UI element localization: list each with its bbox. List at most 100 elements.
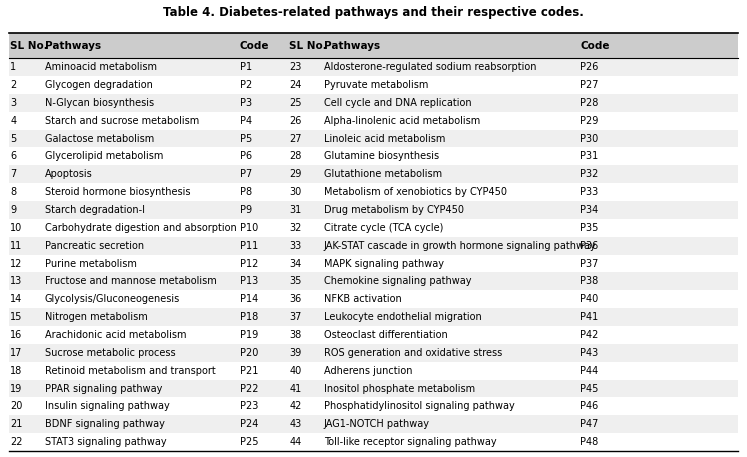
Text: 35: 35 bbox=[289, 276, 302, 287]
Bar bbox=[9, 219, 738, 237]
Text: 22: 22 bbox=[10, 437, 23, 447]
Text: Alpha-linolenic acid metabolism: Alpha-linolenic acid metabolism bbox=[323, 116, 480, 126]
Text: P30: P30 bbox=[580, 133, 598, 143]
Text: Glycolysis/Gluconeogenesis: Glycolysis/Gluconeogenesis bbox=[45, 294, 180, 304]
Text: Purine metabolism: Purine metabolism bbox=[45, 259, 137, 269]
Text: P29: P29 bbox=[580, 116, 599, 126]
Text: P3: P3 bbox=[240, 98, 252, 108]
Text: 8: 8 bbox=[10, 187, 16, 197]
Text: Pathways: Pathways bbox=[323, 41, 379, 51]
Text: Apoptosis: Apoptosis bbox=[45, 169, 93, 179]
Text: Glycogen degradation: Glycogen degradation bbox=[45, 80, 152, 90]
Text: P38: P38 bbox=[580, 276, 598, 287]
Text: Osteoclast differentiation: Osteoclast differentiation bbox=[323, 330, 447, 340]
Text: P35: P35 bbox=[580, 223, 599, 233]
Bar bbox=[9, 415, 738, 433]
Text: 7: 7 bbox=[10, 169, 16, 179]
Text: Toll-like receptor signaling pathway: Toll-like receptor signaling pathway bbox=[323, 437, 496, 447]
Text: P22: P22 bbox=[240, 383, 258, 393]
Bar bbox=[9, 33, 738, 58]
Text: 33: 33 bbox=[289, 241, 302, 251]
Text: 4: 4 bbox=[10, 116, 16, 126]
Text: P7: P7 bbox=[240, 169, 252, 179]
Text: SL No.: SL No. bbox=[289, 41, 327, 51]
Text: 6: 6 bbox=[10, 151, 16, 161]
Bar bbox=[9, 183, 738, 201]
Text: 30: 30 bbox=[289, 187, 302, 197]
Text: P13: P13 bbox=[240, 276, 258, 287]
Text: 37: 37 bbox=[289, 312, 302, 322]
Text: P34: P34 bbox=[580, 205, 598, 215]
Text: 40: 40 bbox=[289, 366, 302, 376]
Text: Leukocyte endothelial migration: Leukocyte endothelial migration bbox=[323, 312, 481, 322]
Text: P2: P2 bbox=[240, 80, 252, 90]
Text: Cell cycle and DNA replication: Cell cycle and DNA replication bbox=[323, 98, 471, 108]
Text: P47: P47 bbox=[580, 419, 599, 429]
Text: 18: 18 bbox=[10, 366, 22, 376]
Text: 43: 43 bbox=[289, 419, 302, 429]
Text: Galactose metabolism: Galactose metabolism bbox=[45, 133, 154, 143]
Text: P9: P9 bbox=[240, 205, 252, 215]
Bar bbox=[9, 58, 738, 76]
Text: 2: 2 bbox=[10, 80, 16, 90]
Text: 44: 44 bbox=[289, 437, 302, 447]
Text: P21: P21 bbox=[240, 366, 258, 376]
Text: 31: 31 bbox=[289, 205, 302, 215]
Bar bbox=[9, 290, 738, 308]
Text: 25: 25 bbox=[289, 98, 302, 108]
Text: Inositol phosphate metabolism: Inositol phosphate metabolism bbox=[323, 383, 475, 393]
Text: 36: 36 bbox=[289, 294, 302, 304]
Text: 17: 17 bbox=[10, 348, 22, 358]
Text: P20: P20 bbox=[240, 348, 258, 358]
Text: P24: P24 bbox=[240, 419, 258, 429]
Text: Pathways: Pathways bbox=[45, 41, 101, 51]
Text: PPAR signaling pathway: PPAR signaling pathway bbox=[45, 383, 162, 393]
Text: P37: P37 bbox=[580, 259, 599, 269]
Bar bbox=[9, 255, 738, 272]
Text: P28: P28 bbox=[580, 98, 599, 108]
Text: Linoleic acid metabolism: Linoleic acid metabolism bbox=[323, 133, 445, 143]
Text: Glycerolipid metabolism: Glycerolipid metabolism bbox=[45, 151, 163, 161]
Text: N-Glycan biosynthesis: N-Glycan biosynthesis bbox=[45, 98, 154, 108]
Text: Glutathione metabolism: Glutathione metabolism bbox=[323, 169, 441, 179]
Text: P10: P10 bbox=[240, 223, 258, 233]
Text: Code: Code bbox=[580, 41, 610, 51]
Bar bbox=[9, 112, 738, 130]
Bar bbox=[9, 308, 738, 326]
Text: 16: 16 bbox=[10, 330, 22, 340]
Text: 12: 12 bbox=[10, 259, 22, 269]
Text: P26: P26 bbox=[580, 62, 599, 72]
Text: Pyruvate metabolism: Pyruvate metabolism bbox=[323, 80, 428, 90]
Text: Aminoacid metabolism: Aminoacid metabolism bbox=[45, 62, 157, 72]
Text: P46: P46 bbox=[580, 401, 598, 411]
Text: Carbohydrate digestion and absorption: Carbohydrate digestion and absorption bbox=[45, 223, 236, 233]
Text: 11: 11 bbox=[10, 241, 22, 251]
Text: 21: 21 bbox=[10, 419, 22, 429]
Text: 39: 39 bbox=[289, 348, 302, 358]
Text: P33: P33 bbox=[580, 187, 598, 197]
Text: 9: 9 bbox=[10, 205, 16, 215]
Text: MAPK signaling pathway: MAPK signaling pathway bbox=[323, 259, 444, 269]
Text: P45: P45 bbox=[580, 383, 599, 393]
Bar bbox=[9, 237, 738, 255]
Text: 13: 13 bbox=[10, 276, 22, 287]
Text: P32: P32 bbox=[580, 169, 599, 179]
Text: JAK-STAT cascade in growth hormone signaling pathway: JAK-STAT cascade in growth hormone signa… bbox=[323, 241, 596, 251]
Text: P25: P25 bbox=[240, 437, 258, 447]
Text: 27: 27 bbox=[289, 133, 302, 143]
Text: Sucrose metabolic process: Sucrose metabolic process bbox=[45, 348, 176, 358]
Bar bbox=[9, 272, 738, 290]
Text: 41: 41 bbox=[289, 383, 302, 393]
Bar bbox=[9, 326, 738, 344]
Text: BDNF signaling pathway: BDNF signaling pathway bbox=[45, 419, 164, 429]
Text: 10: 10 bbox=[10, 223, 22, 233]
Text: Retinoid metabolism and transport: Retinoid metabolism and transport bbox=[45, 366, 215, 376]
Bar bbox=[9, 165, 738, 183]
Text: Adherens junction: Adherens junction bbox=[323, 366, 412, 376]
Text: P41: P41 bbox=[580, 312, 598, 322]
Text: Nitrogen metabolism: Nitrogen metabolism bbox=[45, 312, 147, 322]
Text: P42: P42 bbox=[580, 330, 599, 340]
Text: Metabolism of xenobiotics by CYP450: Metabolism of xenobiotics by CYP450 bbox=[323, 187, 506, 197]
Text: 14: 14 bbox=[10, 294, 22, 304]
Bar bbox=[9, 130, 738, 148]
